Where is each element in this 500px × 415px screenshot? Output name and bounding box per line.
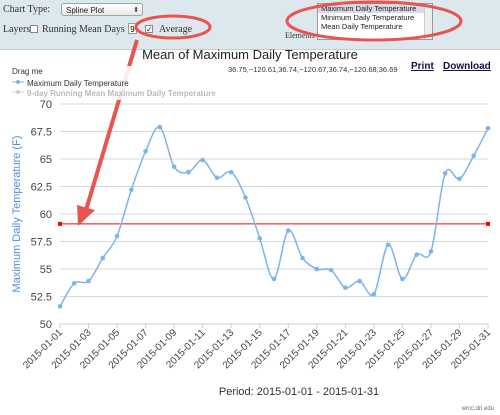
y-tick-label: 67.5 <box>31 127 52 139</box>
download-link[interactable]: Download <box>443 61 491 72</box>
y-axis-label: Maximum Daily Temperature (F) <box>11 136 23 293</box>
x-axis-label: Period: 2015-01-01 - 2015-01-31 <box>219 386 379 398</box>
data-point <box>371 292 377 297</box>
element-option[interactable]: Mean Daily Temperature <box>321 22 403 31</box>
legend-label: Maximum Daily Temperature <box>27 79 129 88</box>
annotation-ellipse <box>134 14 212 40</box>
data-point <box>214 175 220 180</box>
footer-credit: wrcc.dri.edu <box>461 406 494 412</box>
data-point <box>100 255 106 261</box>
data-point <box>171 164 177 169</box>
coordinates-text: 36.75,−120.61,36.74,−120.67,36.74,−120.6… <box>228 65 398 74</box>
running-mean-checkbox[interactable] <box>30 25 38 33</box>
data-point <box>414 252 419 257</box>
data-point <box>471 153 477 158</box>
running-mean-label: Running Mean Days <box>42 24 125 35</box>
y-tick-label: 50 <box>40 319 52 331</box>
annotation-ellipse <box>285 0 463 42</box>
legend-item-running-mean[interactable]: 9-day Running Mean Maximum Daily Tempera… <box>12 88 216 98</box>
element-option[interactable]: Minimum Daily Temperature <box>321 13 415 22</box>
data-point <box>300 255 305 261</box>
chevron-updown-icon: ⬍ <box>133 7 139 14</box>
data-point <box>385 242 391 248</box>
y-tick-label: 60 <box>40 209 52 221</box>
data-point <box>328 267 334 273</box>
data-point <box>86 278 91 284</box>
data-point <box>457 176 462 182</box>
chart-type-value: Spline Plot <box>66 6 105 15</box>
print-link[interactable]: Print <box>411 61 434 72</box>
data-point <box>257 235 263 241</box>
legend-box[interactable]: Drag me Maximum Daily Temperature 9-day … <box>9 66 223 100</box>
average-checkbox[interactable]: ✓ <box>145 25 153 34</box>
data-point <box>228 169 234 175</box>
data-point <box>143 149 148 154</box>
data-point <box>357 278 362 284</box>
data-point <box>271 276 277 282</box>
series-marker-icon <box>12 88 24 98</box>
elements-label: Elements <box>285 31 315 40</box>
y-tick-label: 52.5 <box>31 292 52 304</box>
y-tick-label: 55 <box>40 264 52 276</box>
listbox-scrollbar[interactable] <box>424 4 432 39</box>
annotation-arrowhead <box>77 205 95 226</box>
layers-label: Layers: <box>3 24 33 35</box>
average-line-endpoint <box>58 221 62 226</box>
data-point <box>71 281 77 286</box>
chart-type-label: Chart Type: <box>3 4 51 15</box>
data-point <box>129 187 134 193</box>
data-point <box>343 285 348 291</box>
data-point <box>485 125 491 131</box>
data-point <box>428 249 434 254</box>
data-point <box>285 228 291 233</box>
chart-type-select[interactable]: Spline Plot ⬍ <box>61 3 143 16</box>
y-tick-label: 70 <box>40 99 52 111</box>
y-tick-label: 62.5 <box>31 182 52 194</box>
data-point <box>400 276 405 282</box>
data-point <box>57 304 63 309</box>
data-point <box>200 157 205 163</box>
data-point <box>314 266 320 272</box>
y-tick-label: 65 <box>40 154 52 166</box>
legend-item-maximum[interactable]: Maximum Daily Temperature <box>12 78 129 88</box>
data-point <box>114 233 120 239</box>
data-point <box>186 169 191 175</box>
drag-handle-label[interactable]: Drag me <box>12 67 43 76</box>
y-tick-label: 57.5 <box>31 237 52 249</box>
legend-label: 9-day Running Mean Maximum Daily Tempera… <box>27 89 216 98</box>
data-point <box>157 124 163 130</box>
data-point <box>442 171 448 176</box>
controls-bar: Chart Type: Spline Plot ⬍ Layers: Runnin… <box>0 0 500 50</box>
average-label: Average <box>159 24 193 35</box>
element-option[interactable]: Maximum Daily Temperature <box>318 4 432 13</box>
average-line-endpoint <box>486 221 490 226</box>
chart-title: Mean of Maximum Daily Temperature <box>142 47 358 62</box>
data-point <box>243 195 248 200</box>
series-marker-icon <box>12 78 24 88</box>
